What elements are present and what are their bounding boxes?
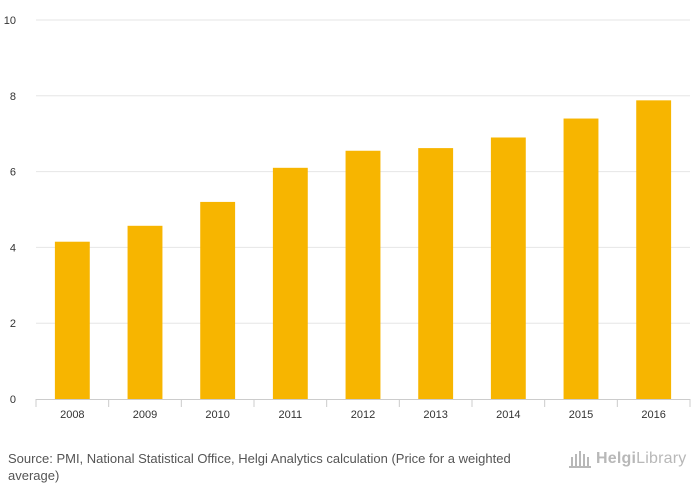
y-tick-label: 8 bbox=[10, 91, 16, 103]
helgi-library-logo: HelgiLibrary bbox=[568, 448, 686, 470]
source-note: Source: PMI, National Statistical Office… bbox=[8, 450, 528, 484]
y-axis-ticks: 0 2 4 6 8 10 bbox=[4, 15, 16, 406]
building-icon bbox=[569, 451, 591, 468]
x-tick-label: 2013 bbox=[423, 409, 447, 421]
bar-2008 bbox=[54, 241, 90, 399]
source-text: PMI, National Statistical Office, Helgi … bbox=[8, 451, 511, 483]
bar-2013 bbox=[418, 148, 454, 399]
bar-2014 bbox=[490, 137, 526, 400]
x-tick-label: 2010 bbox=[205, 409, 229, 421]
bar-2016 bbox=[636, 100, 672, 400]
x-tick-label: 2016 bbox=[641, 409, 665, 421]
y-tick-label: 0 bbox=[10, 394, 16, 406]
bar-2015 bbox=[563, 118, 599, 399]
bars bbox=[54, 100, 672, 400]
y-tick-label: 2 bbox=[10, 318, 16, 330]
x-tick-label: 2009 bbox=[133, 409, 157, 421]
bar-2011 bbox=[272, 167, 308, 399]
bar-chart: 0 2 4 6 8 10 2008 2009 2010 2011 2012 2013 2014 2015… bbox=[4, 15, 691, 421]
x-tick-label: 2015 bbox=[569, 409, 593, 421]
y-tick-label: 4 bbox=[10, 242, 16, 254]
x-tick-label: 2014 bbox=[496, 409, 520, 421]
x-tick-label: 2012 bbox=[351, 409, 375, 421]
bar-2009 bbox=[127, 225, 163, 399]
bar-2012 bbox=[345, 150, 381, 399]
y-tick-label: 10 bbox=[4, 15, 16, 27]
logo-name-bold: Helgi bbox=[596, 450, 637, 467]
x-tick-label: 2008 bbox=[60, 409, 84, 421]
x-axis: 2008 2009 2010 2011 2012 2013 2014 2015 2016 bbox=[35, 399, 691, 421]
x-tick-label: 2011 bbox=[279, 409, 303, 421]
bar-2010 bbox=[200, 201, 236, 399]
logo-name-light: Library bbox=[636, 450, 687, 467]
source-label: Source: bbox=[8, 451, 53, 466]
y-tick-label: 6 bbox=[10, 167, 16, 179]
